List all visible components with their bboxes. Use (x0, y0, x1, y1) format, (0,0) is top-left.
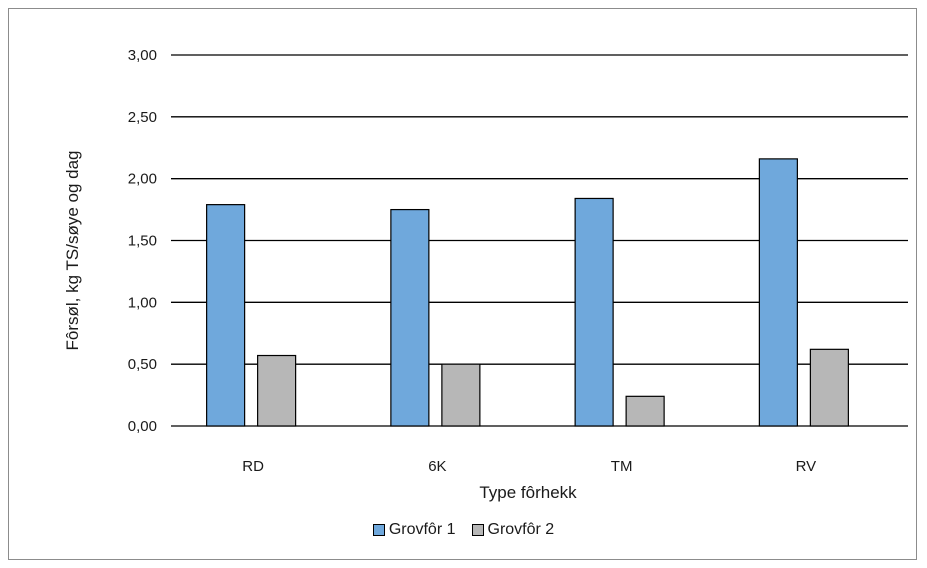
bar-rd-series-1 (206, 204, 246, 427)
y-axis-title: Fôrsøl, kg TS/søye og dag (63, 151, 82, 351)
bar-6k-series-2 (441, 363, 481, 427)
y-tick-label: 1,50 (128, 233, 157, 250)
y-tick-label: 3,00 (128, 47, 157, 64)
bar-rv-series-1 (758, 158, 798, 427)
legend-swatch (471, 524, 484, 536)
y-tick-label: 2,00 (128, 171, 157, 188)
bar-tm-series-2 (625, 395, 665, 427)
legend: Grovfôr 1 Grovfôr 2 (0, 521, 927, 539)
x-tick-labels: RD 6K TM RV (242, 458, 816, 475)
y-tick-labels: 0,00 0,50 1,00 1,50 2,00 2,50 3,00 (128, 47, 157, 435)
x-axis-title: Type fôrhekk (479, 483, 577, 502)
y-tick-label: 0,00 (128, 418, 157, 435)
legend-swatch (372, 524, 385, 536)
x-tick-label: RV (796, 458, 817, 475)
legend-label: Grovfôr 2 (487, 521, 555, 538)
y-tick-label: 2,50 (128, 109, 157, 126)
bar-rd-series-2 (257, 354, 297, 427)
legend-item: Grovfôr 2 (471, 521, 555, 539)
y-tick-label: 1,00 (128, 294, 157, 311)
x-tick-label: TM (611, 458, 633, 475)
legend-item: Grovfôr 1 (372, 521, 456, 539)
y-tick-label: 0,50 (128, 356, 157, 373)
bars (206, 158, 849, 427)
bar-tm-series-1 (574, 197, 614, 427)
x-tick-label: RD (242, 458, 264, 475)
x-tick-label: 6K (428, 458, 446, 475)
legend-label: Grovfôr 1 (388, 521, 456, 538)
bar-rv-series-2 (809, 348, 849, 427)
bar-6k-series-1 (390, 208, 430, 427)
